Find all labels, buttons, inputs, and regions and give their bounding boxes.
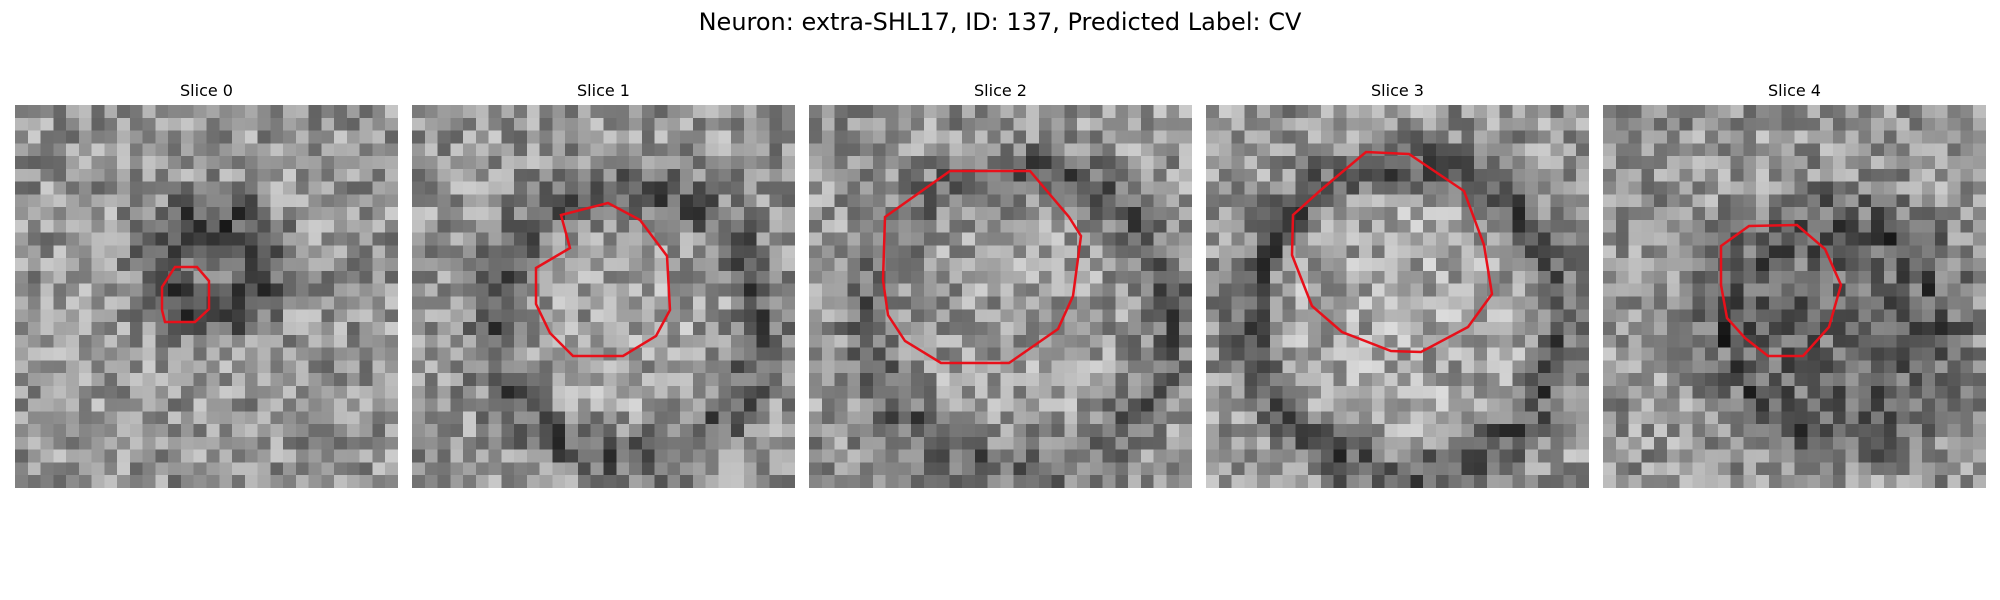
slice-panel-1: Slice 1 [412,105,795,488]
segmentation-contour-0 [15,105,398,488]
slice-panel-3: Slice 3 [1206,105,1589,488]
slice-title-3: Slice 3 [1166,81,1629,101]
slice-title-2: Slice 2 [769,81,1232,101]
figure-title: Neuron: extra-SHL17, ID: 137, Predicted … [0,8,2000,36]
slice-title-4: Slice 4 [1563,81,2000,101]
slice-panel-2: Slice 2 [809,105,1192,488]
segmentation-contour-4 [1603,105,1986,488]
slice-panel-4: Slice 4 [1603,105,1986,488]
segmentation-contour-3 [1206,105,1589,488]
slice-panel-0: Slice 0 [15,105,398,488]
segmentation-contour-1 [412,105,795,488]
slice-title-1: Slice 1 [372,81,835,101]
segmentation-contour-2 [809,105,1192,488]
